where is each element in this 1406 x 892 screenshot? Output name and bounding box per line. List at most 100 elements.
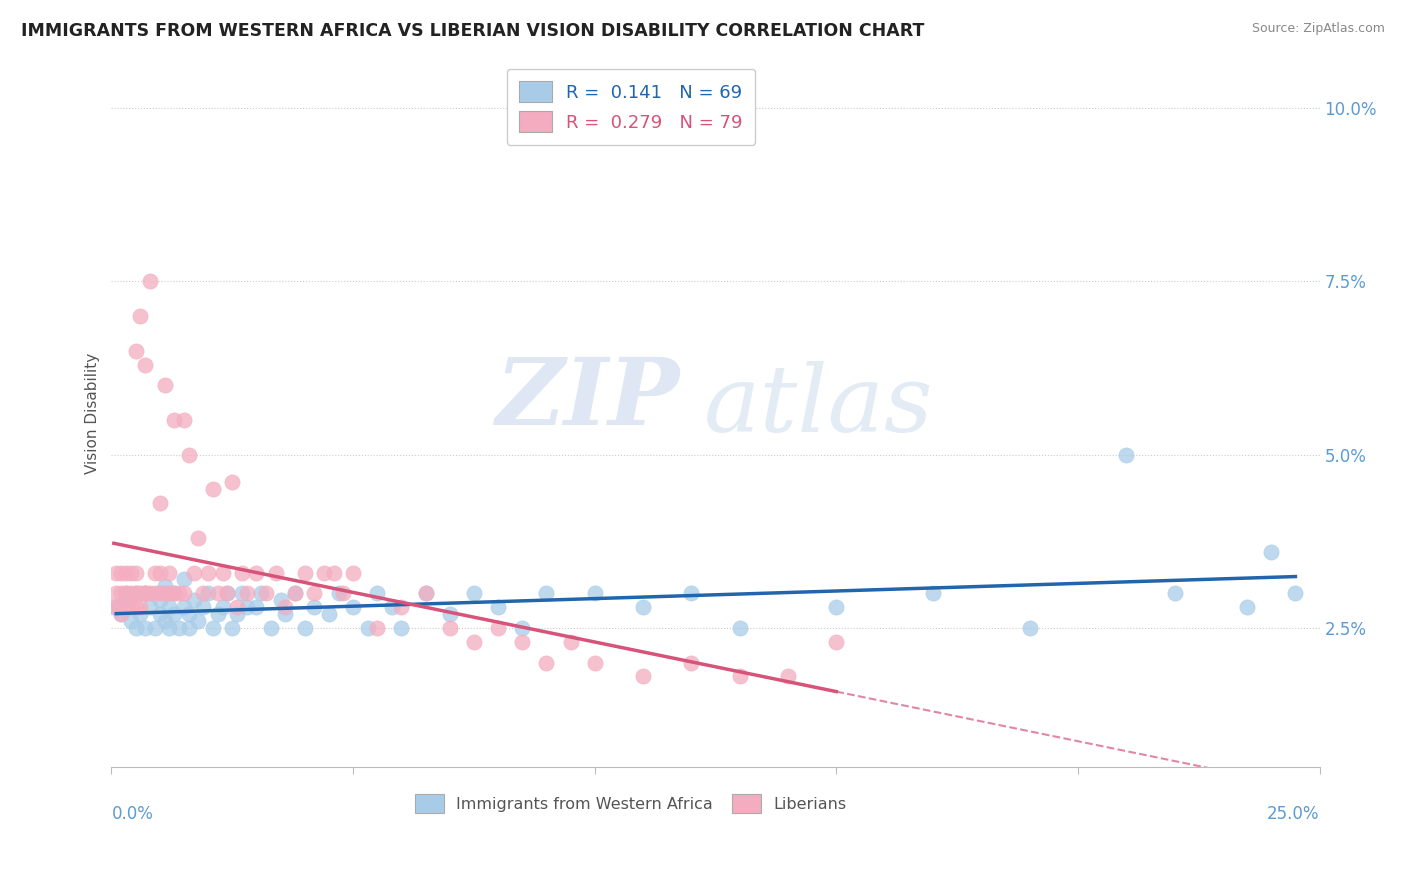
Point — [149, 496, 172, 510]
Point — [139, 274, 162, 288]
Point — [389, 621, 412, 635]
Point — [415, 586, 437, 600]
Point — [536, 586, 558, 600]
Point — [776, 669, 799, 683]
Point — [221, 621, 243, 635]
Point — [264, 566, 287, 580]
Point — [342, 600, 364, 615]
Point — [681, 656, 703, 670]
Point — [197, 566, 219, 580]
Point — [1018, 621, 1040, 635]
Point — [143, 566, 166, 580]
Point — [439, 607, 461, 621]
Point — [211, 600, 233, 615]
Point — [235, 586, 257, 600]
Point — [284, 586, 307, 600]
Text: Source: ZipAtlas.com: Source: ZipAtlas.com — [1251, 22, 1385, 36]
Point — [163, 586, 186, 600]
Point — [149, 566, 172, 580]
Point — [120, 566, 142, 580]
Point — [183, 593, 205, 607]
Point — [129, 586, 152, 600]
Point — [536, 656, 558, 670]
Point — [245, 600, 267, 615]
Point — [560, 635, 582, 649]
Point — [304, 600, 326, 615]
Point — [312, 566, 335, 580]
Point — [124, 586, 146, 600]
Point — [129, 309, 152, 323]
Point — [217, 586, 239, 600]
Point — [167, 586, 190, 600]
Point — [153, 586, 176, 600]
Point — [294, 621, 316, 635]
Point — [149, 607, 172, 621]
Point — [173, 413, 195, 427]
Point — [328, 586, 350, 600]
Point — [129, 607, 152, 621]
Point — [270, 593, 292, 607]
Point — [318, 607, 340, 621]
Point — [1115, 448, 1137, 462]
Point — [381, 600, 404, 615]
Point — [105, 566, 128, 580]
Point — [115, 600, 138, 615]
Point — [510, 621, 533, 635]
Point — [139, 600, 162, 615]
Point — [110, 607, 132, 621]
Point — [274, 600, 297, 615]
Point — [463, 635, 485, 649]
Point — [681, 586, 703, 600]
Point — [197, 586, 219, 600]
Point — [129, 600, 152, 615]
Point — [173, 600, 195, 615]
Point — [389, 600, 412, 615]
Point — [124, 621, 146, 635]
Point — [486, 600, 509, 615]
Point — [322, 566, 344, 580]
Text: atlas: atlas — [703, 361, 934, 451]
Point — [143, 586, 166, 600]
Point — [1163, 586, 1185, 600]
Point — [183, 566, 205, 580]
Point — [631, 669, 654, 683]
Point — [439, 621, 461, 635]
Point — [1260, 545, 1282, 559]
Point — [157, 600, 180, 615]
Point — [231, 566, 253, 580]
Point — [149, 593, 172, 607]
Point — [115, 566, 138, 580]
Point — [163, 607, 186, 621]
Text: IMMIGRANTS FROM WESTERN AFRICA VS LIBERIAN VISION DISABILITY CORRELATION CHART: IMMIGRANTS FROM WESTERN AFRICA VS LIBERI… — [21, 22, 925, 40]
Point — [226, 600, 249, 615]
Point — [510, 635, 533, 649]
Point — [1236, 600, 1258, 615]
Point — [115, 586, 138, 600]
Point — [366, 586, 388, 600]
Point — [115, 586, 138, 600]
Point — [342, 566, 364, 580]
Point — [134, 586, 156, 600]
Point — [139, 586, 162, 600]
Point — [366, 621, 388, 635]
Point — [124, 586, 146, 600]
Point — [120, 614, 142, 628]
Point — [157, 586, 180, 600]
Point — [105, 600, 128, 615]
Point — [134, 358, 156, 372]
Point — [728, 621, 751, 635]
Point — [173, 586, 195, 600]
Point — [226, 607, 249, 621]
Point — [294, 566, 316, 580]
Point — [193, 600, 215, 615]
Point — [250, 586, 273, 600]
Legend: Immigrants from Western Africa, Liberians: Immigrants from Western Africa, Liberian… — [405, 785, 856, 822]
Point — [235, 600, 257, 615]
Point — [415, 586, 437, 600]
Point — [728, 669, 751, 683]
Point — [217, 586, 239, 600]
Text: ZIP: ZIP — [495, 354, 679, 444]
Point — [134, 621, 156, 635]
Point — [134, 586, 156, 600]
Text: 25.0%: 25.0% — [1267, 805, 1320, 823]
